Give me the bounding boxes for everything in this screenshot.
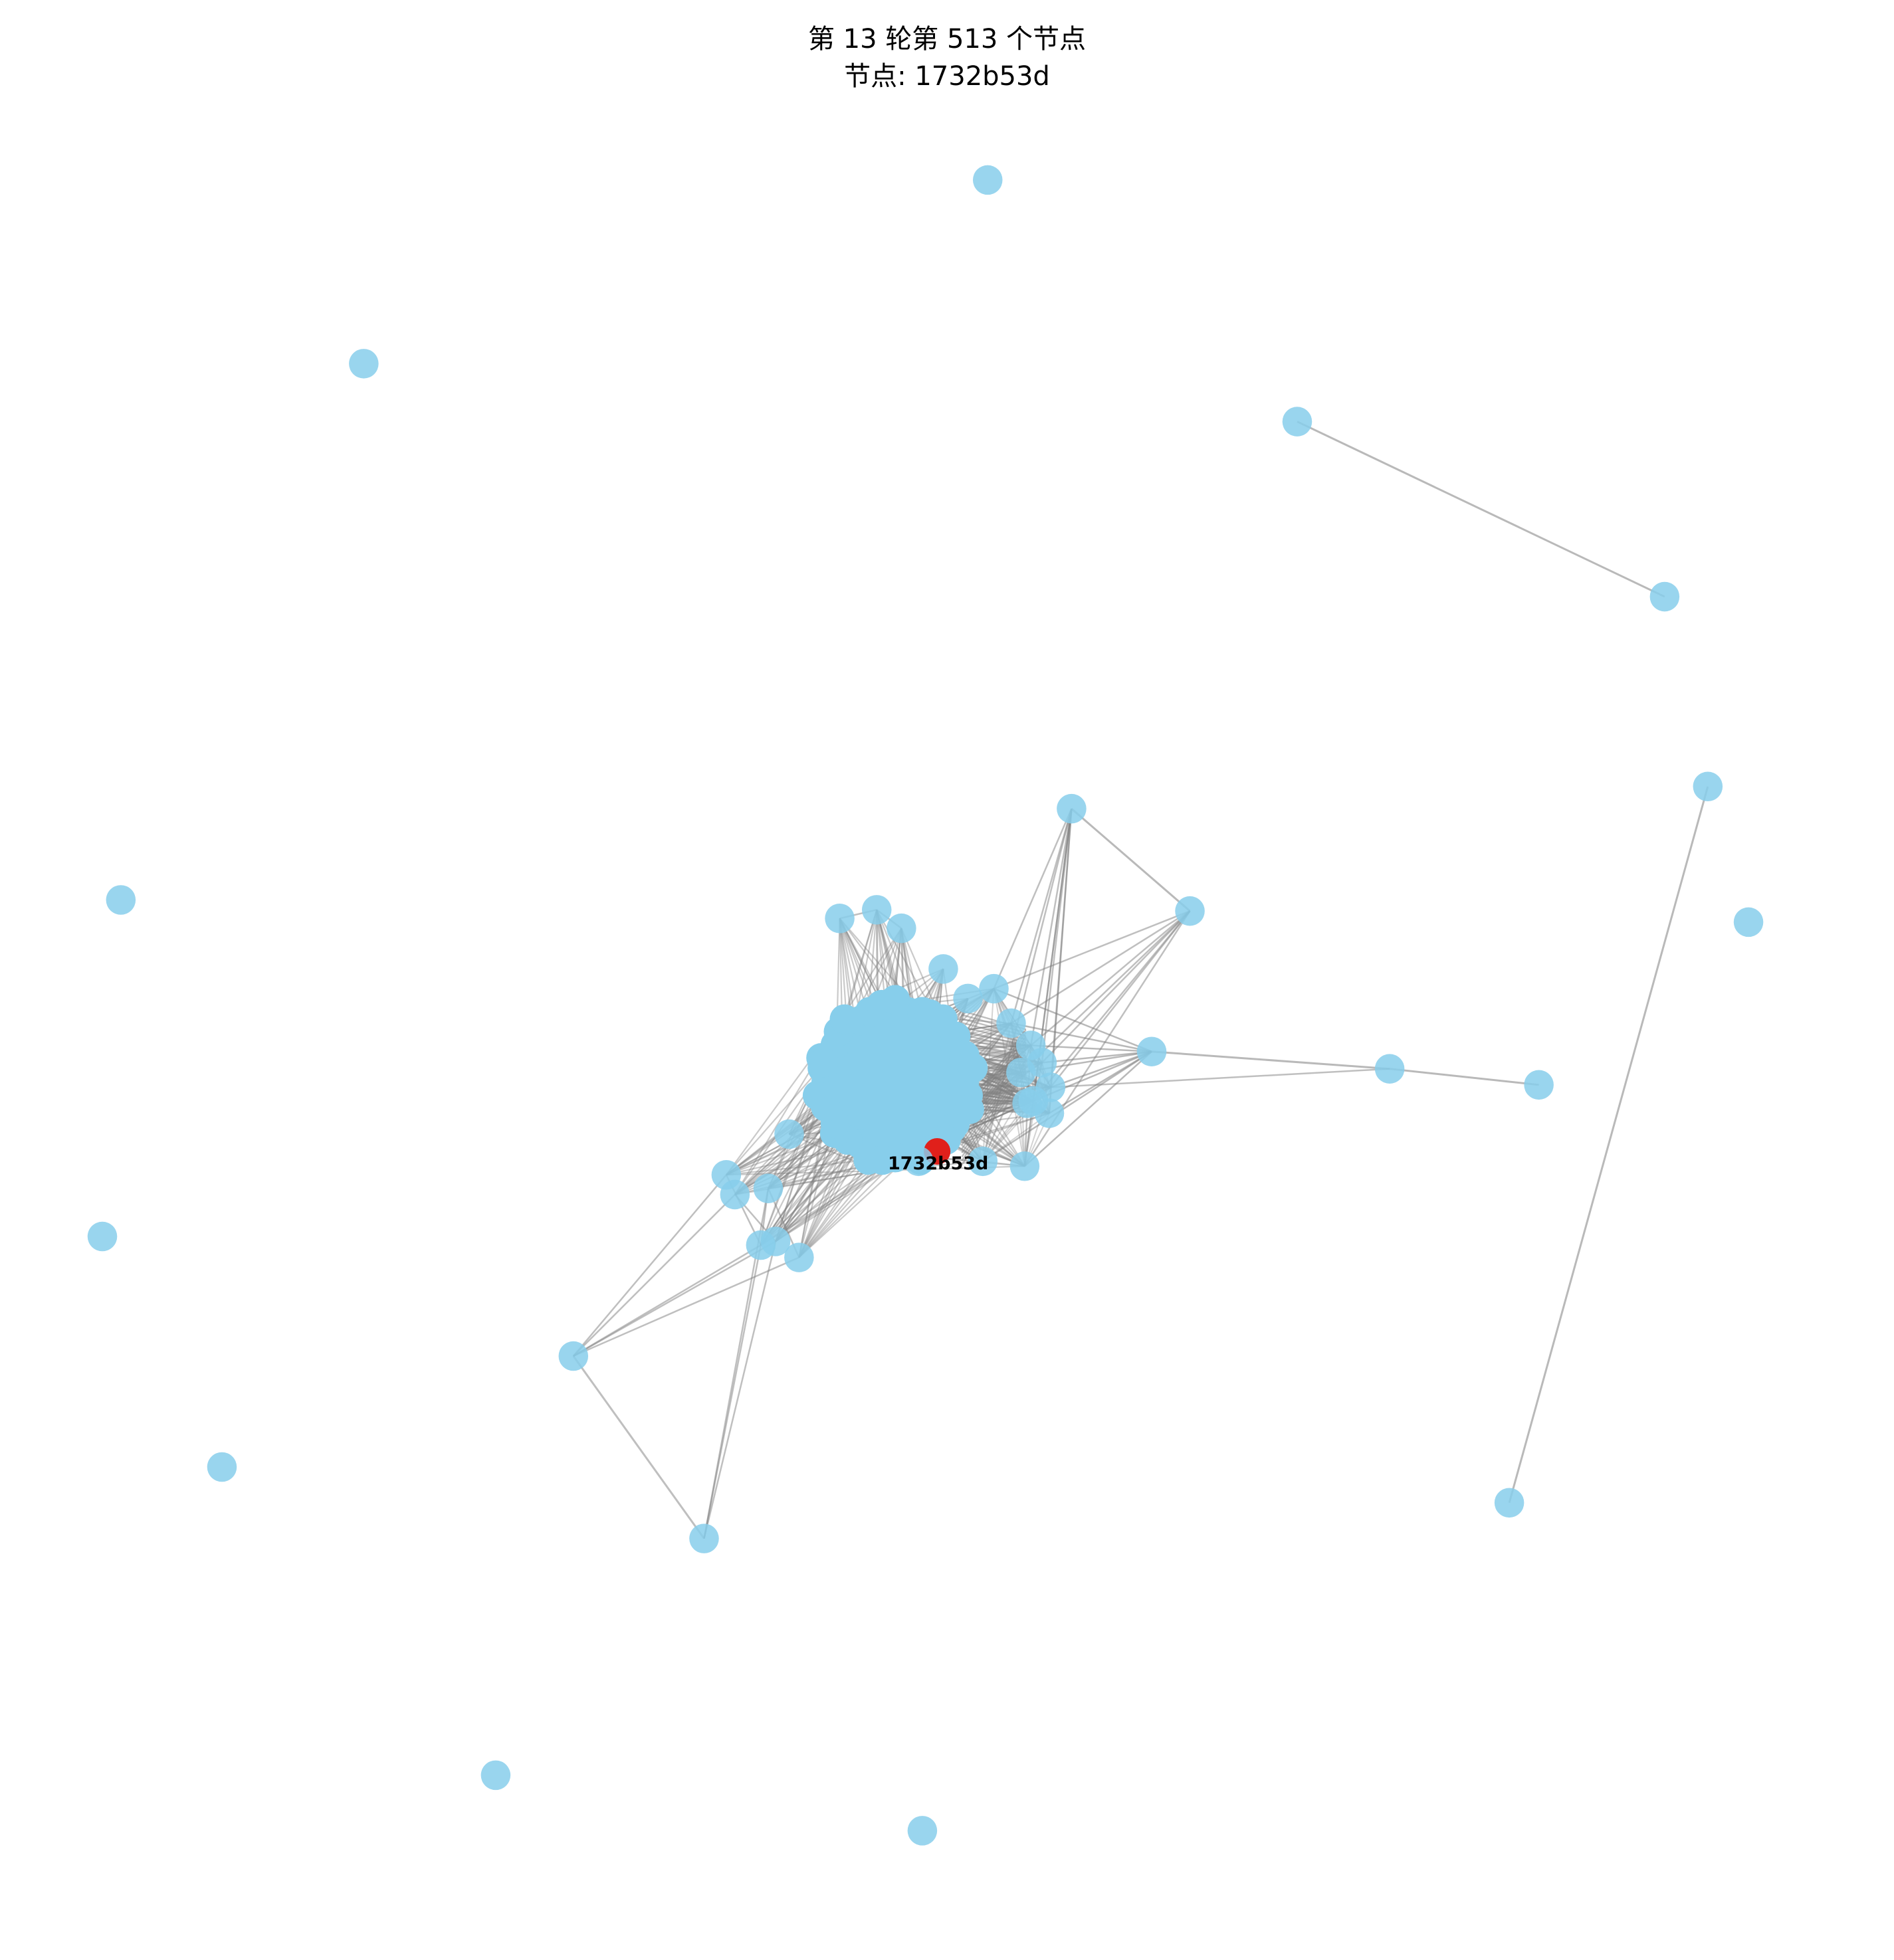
graph-node [1057, 793, 1087, 824]
dense-cluster-core [816, 1001, 974, 1164]
graph-node [1374, 1054, 1405, 1084]
graph-node [207, 1452, 237, 1482]
graph-node [720, 1179, 750, 1210]
graph-node [1009, 1151, 1040, 1181]
graph-edge [1050, 1050, 1152, 1088]
graph-title-line-2: 节点: 1732b53d [844, 61, 1050, 92]
graph-edge [993, 808, 1073, 989]
graph-edge [1389, 1068, 1539, 1086]
graph-node [968, 1146, 998, 1177]
graph-node [907, 1816, 938, 1846]
graph-edge [1071, 808, 1191, 912]
graph-edge [982, 1050, 1152, 1162]
graph-title-line-1: 第 13 轮第 513 个节点 [807, 24, 1087, 54]
graph-edge-bundle [845, 910, 878, 1012]
graph-node [480, 1760, 511, 1791]
graph-edge [572, 1355, 705, 1539]
graph-node [825, 904, 855, 933]
graph-node [1282, 407, 1313, 437]
graph-edge [1024, 1050, 1152, 1167]
graph-node [1175, 896, 1205, 926]
graph-edge-bundle [726, 1170, 878, 1176]
graph-edge [572, 1194, 736, 1357]
graph-node [1012, 1088, 1042, 1118]
graph-node [928, 954, 958, 984]
graph-edges [572, 421, 1709, 1539]
graph-node [972, 165, 1003, 195]
graph-edge-bundle [768, 1170, 878, 1189]
graph-node [774, 1119, 804, 1149]
graph-edge [1508, 786, 1709, 1504]
graph-edge [703, 1241, 777, 1539]
graph-edge [1030, 910, 1191, 1046]
graph-edge-bundle [839, 918, 847, 1012]
graph-node [760, 1226, 791, 1256]
graph-node [349, 349, 379, 379]
graph-edge [573, 1256, 799, 1357]
graph-edge-bundle [961, 1072, 1027, 1165]
graph-node [996, 1008, 1026, 1038]
graph-node [958, 1053, 988, 1083]
graph-node [1693, 771, 1723, 802]
graph-edge-bundle [798, 1155, 910, 1258]
graph-node [1136, 1036, 1167, 1066]
graph-edge [1151, 1050, 1390, 1070]
graph-edge [1041, 1050, 1152, 1064]
graph-edge [1032, 910, 1191, 1102]
graph-node [689, 1523, 719, 1553]
graph-node [1034, 1098, 1065, 1128]
focus-node-label: 1732b53d [888, 1153, 988, 1174]
graph-edge [1029, 808, 1073, 1046]
graph-node [904, 1146, 934, 1177]
graph-edge [1031, 1044, 1152, 1052]
graph-edge-bundle [845, 928, 902, 1012]
graph-node [1494, 1488, 1525, 1518]
graph-node [106, 885, 136, 915]
graph-edge [994, 910, 1190, 990]
graph-node [753, 1173, 784, 1203]
graph-edge [994, 987, 1152, 1052]
graph-edge [1041, 910, 1191, 1064]
graph-edge-bundle [798, 1170, 879, 1258]
graph-edge [1010, 808, 1073, 1024]
graph-node [1733, 907, 1764, 937]
graph-node [887, 913, 916, 943]
graph-node [1006, 1057, 1036, 1088]
graph-edge [1011, 1022, 1152, 1052]
graph-node [1524, 1070, 1554, 1100]
graph-node [979, 973, 1009, 1004]
graph-edge [1050, 1068, 1390, 1088]
graph-node [1649, 581, 1680, 612]
graph-edge-bundle [961, 1026, 1027, 1044]
graph-node [861, 895, 892, 925]
graph-edge-bundle [775, 1170, 879, 1242]
graph-edge [1297, 421, 1665, 598]
graph-edge [573, 1240, 776, 1357]
graph-node [809, 1048, 839, 1078]
graph-nodes [87, 165, 1764, 1846]
graph-edge [1010, 910, 1191, 1025]
graph-node [87, 1221, 118, 1252]
graph-node [784, 1242, 814, 1272]
graph-node [558, 1341, 589, 1371]
graph-node [953, 983, 983, 1014]
graph-edge [572, 1174, 727, 1357]
